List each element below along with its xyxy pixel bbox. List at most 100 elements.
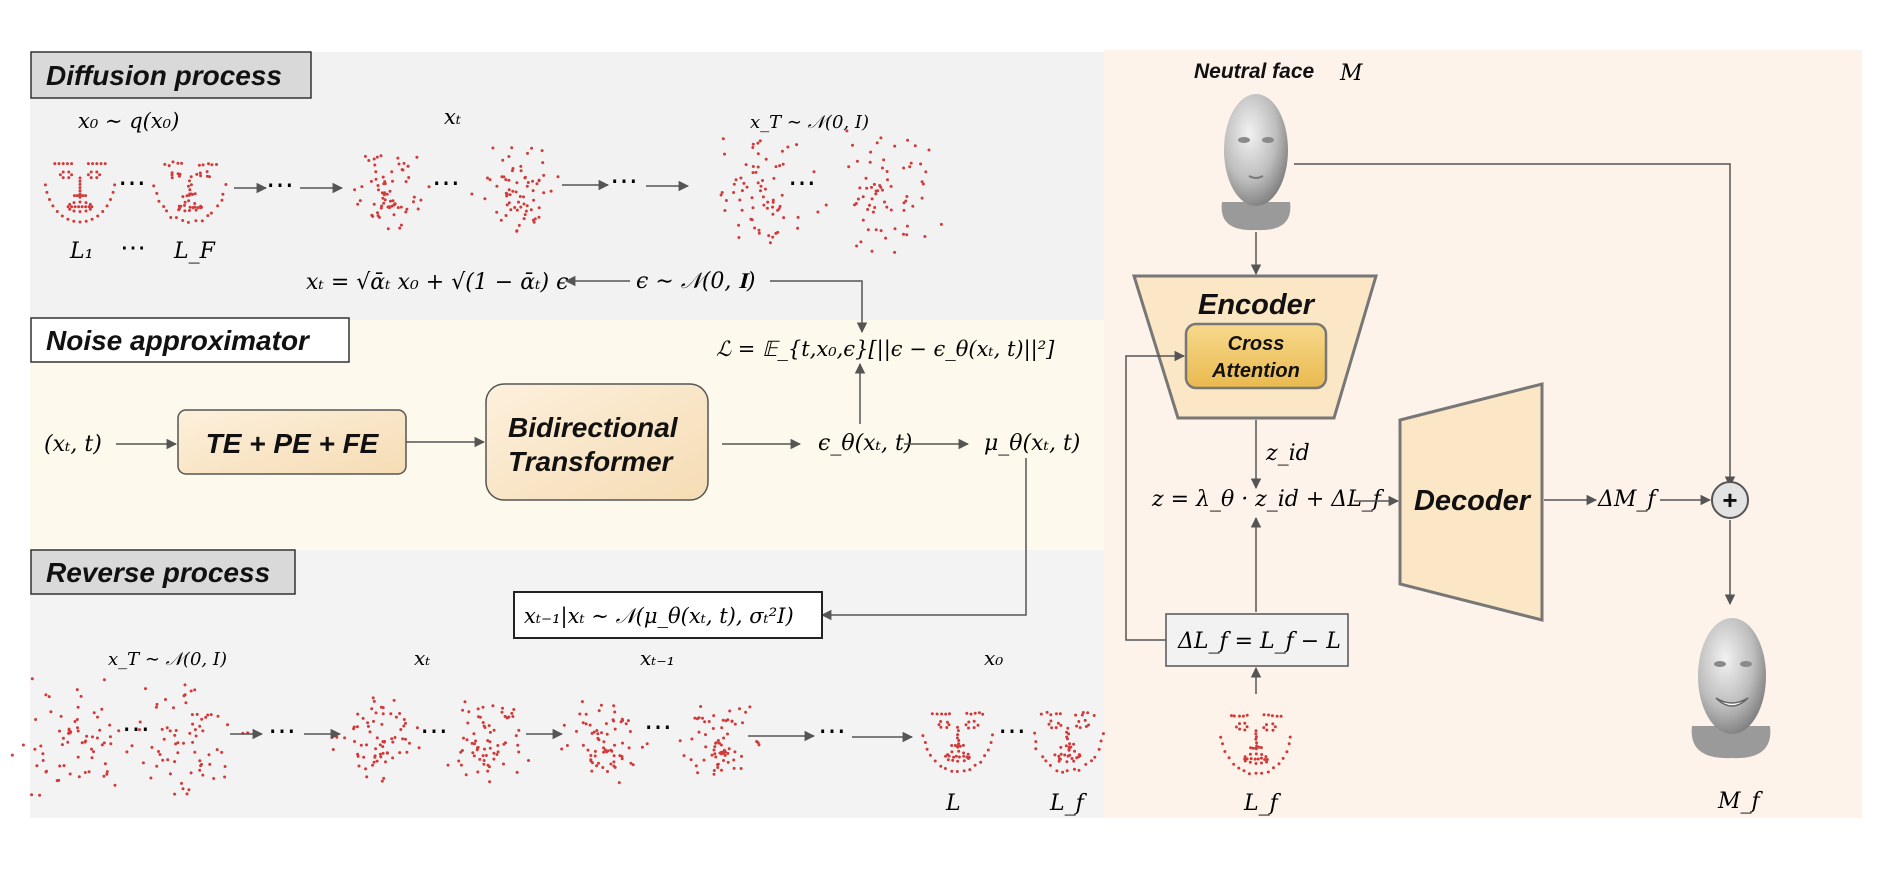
landmark-point (367, 159, 371, 162)
landmark-point (604, 722, 608, 726)
landmark-point (1254, 771, 1258, 775)
landmark-point (937, 723, 941, 727)
sum-node: + (1711, 481, 1749, 519)
landmark-point (371, 763, 375, 767)
landmark-point (67, 731, 70, 735)
landmark-point (1039, 712, 1043, 716)
landmark-point (75, 194, 79, 198)
landmark-point (197, 163, 201, 167)
landmark-point (391, 740, 395, 744)
landmark-point (475, 748, 479, 752)
landmark-point (702, 758, 706, 762)
landmark-point (1050, 726, 1054, 730)
landmark-point (83, 771, 87, 774)
z-equation: z = λ_θ · z_id + ΔL_f (1151, 487, 1385, 512)
landmark-point (1077, 720, 1081, 723)
landmark-point (402, 161, 406, 165)
landmark-point (372, 157, 376, 161)
landmark-point (713, 745, 717, 749)
landmark-point (510, 711, 514, 715)
landmark-point (510, 146, 514, 150)
landmark-point (958, 744, 962, 748)
landmark-point (108, 735, 112, 739)
landmark-point (780, 193, 784, 197)
landmark-point (1072, 742, 1076, 746)
landmark-point (920, 196, 924, 200)
landmark-point (501, 158, 505, 162)
landmark-point (113, 183, 117, 187)
landmark-point (77, 205, 81, 209)
landmark-point (712, 769, 716, 772)
landmark-point (144, 687, 147, 691)
landmark-point (125, 750, 129, 754)
landmark-point (373, 755, 377, 759)
landmark-point (96, 715, 99, 719)
landmark-point (1232, 714, 1236, 718)
landmark-point (693, 716, 697, 720)
landmark-point (902, 166, 906, 170)
landmark-point (738, 707, 741, 711)
landmark-point (722, 736, 726, 740)
landmark-point (678, 739, 682, 743)
landmark-point (504, 741, 507, 745)
landmark-point (744, 710, 748, 714)
landmark-point (1254, 746, 1258, 750)
landmark-point (756, 181, 760, 185)
landmark-point (187, 199, 191, 203)
landmark-point (91, 735, 94, 739)
landmark-point (1238, 722, 1241, 726)
landmark-point (446, 763, 450, 767)
landmark-point (109, 198, 112, 201)
landmark-point (690, 737, 694, 741)
landmark-point (102, 678, 106, 682)
landmark-point (726, 760, 730, 764)
landmark-point (1077, 753, 1081, 757)
landmark-point (921, 734, 925, 738)
landmark-point (1275, 714, 1279, 718)
landmark-point (191, 193, 194, 196)
landmark-point (1242, 769, 1246, 773)
landmark-point (957, 749, 961, 753)
landmark-point (923, 235, 927, 238)
landmark-point (187, 788, 191, 792)
landmark-point (905, 233, 909, 237)
landmark-point (30, 793, 34, 797)
landmark-point (84, 219, 88, 223)
landmark-point (861, 195, 865, 199)
landmark-point (381, 712, 385, 716)
landmark-point (696, 771, 700, 775)
landmark-point (371, 696, 375, 700)
landmark-point (956, 744, 959, 748)
landmark-point (481, 721, 485, 724)
landmark-point (496, 750, 500, 754)
landmark-point (388, 199, 392, 203)
landmark-point (964, 723, 968, 727)
landmark-point (531, 189, 535, 193)
landmark-point (855, 159, 859, 163)
landmark-point (68, 202, 72, 206)
landmark-point (155, 702, 159, 706)
landmark-point (737, 236, 741, 239)
landmark-point (733, 750, 737, 754)
landmark-point (885, 170, 889, 173)
landmark-point (380, 779, 384, 783)
landmark-point (187, 184, 190, 188)
landmark-point (474, 739, 478, 743)
landmark-point (1084, 762, 1088, 766)
bidirectional-transformer-box: Bidirectional Transformer (485, 383, 709, 501)
landmark-point (507, 201, 511, 205)
landmark-point (871, 210, 875, 214)
landmark-point (854, 202, 858, 205)
landmark-point (589, 758, 593, 762)
landmark-point (491, 704, 495, 708)
landmark-point (385, 192, 389, 196)
landmark-point (519, 164, 523, 168)
landmark-point (1075, 724, 1079, 728)
landmark-point (390, 737, 394, 741)
landmark-point (911, 204, 915, 208)
landmark-point (471, 751, 475, 755)
landmark-point (780, 149, 784, 153)
landmark-point (740, 208, 744, 212)
landmark-point (944, 712, 948, 716)
landmark-point (1260, 771, 1264, 775)
